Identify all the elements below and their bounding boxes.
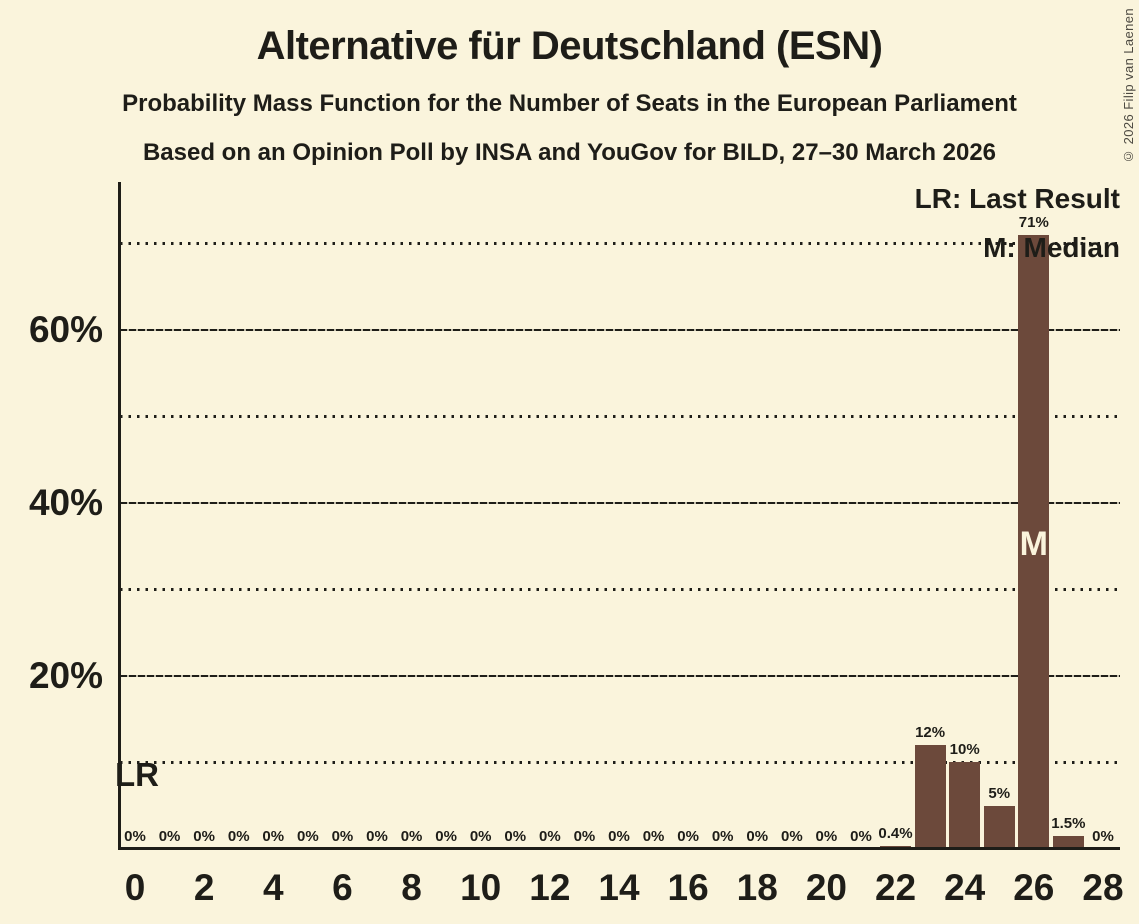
bar-label-seat-6: 0% [331,828,354,845]
gridline-dotted-30 [120,588,1120,591]
x-axis-label-10: 10 [460,867,502,908]
x-axis-label-26: 26 [1013,867,1055,908]
chart-title: Alternative für Deutschland (ESN) [256,24,883,68]
bar-label-seat-1: 0% [158,828,181,845]
copyright-notice: © 2026 Filip van Laenen [1121,8,1136,164]
last-result-marker: LR [115,756,159,793]
bar-label-seat-21: 0% [850,828,872,845]
x-axis-label-22: 22 [874,867,917,908]
bar-label-seat-18: 0% [746,828,769,845]
y-axis-label-40: 40% [28,481,103,523]
bar-label-seat-13: 0% [573,828,596,845]
x-axis-label-18: 18 [736,867,778,908]
bar-label-seat-4: 0% [262,828,285,845]
bar-label-seat-28: 0% [1092,828,1114,845]
gridline-dotted-10 [120,761,1120,764]
x-axis-label-28: 28 [1082,867,1124,908]
bar-label-seat-20: 0% [815,828,838,845]
y-axis-label-20: 20% [28,654,103,696]
bar-label-seat-0: 0% [124,828,146,845]
gridline-dotted-50 [120,415,1120,418]
gridline-solid-40 [120,501,1120,504]
x-axis-label-16: 16 [667,867,709,908]
bar-label-seat-8: 0% [400,828,423,845]
bar-seat-25 [983,805,1015,849]
bar-label-seat-12: 0% [538,828,561,845]
bar-label-seat-22: 0.4% [878,824,913,842]
bar-label-seat-3: 0% [227,828,250,845]
y-axis-line [118,182,121,849]
x-axis-label-4: 4 [262,867,284,908]
bar-label-seat-14: 0% [608,828,630,845]
bar-seat-26 [1018,234,1050,849]
bar-seat-23 [914,745,946,849]
bar-label-seat-7: 0% [366,828,388,845]
legend-median: M: Median [983,232,1120,263]
bar-label-seat-5: 0% [297,828,319,845]
bar-label-seat-10: 0% [469,828,492,845]
bar-label-seat-24: 10% [949,741,980,759]
bar-label-seat-23: 12% [915,724,946,742]
bar-label-seat-2: 0% [193,828,215,845]
x-axis-label-2: 2 [193,867,215,908]
chart-poll-info: Based on an Opinion Poll by INSA and You… [142,139,997,166]
chart-subtitle: Probability Mass Function for the Number… [122,90,1017,117]
gridline-dotted-70 [120,242,1120,245]
bar-label-seat-16: 0% [677,828,699,845]
x-axis-label-24: 24 [944,867,986,908]
x-axis-label-0: 0 [124,867,146,908]
gridline-solid-60 [120,328,1120,331]
x-axis-label-6: 6 [332,867,353,908]
x-axis-label-14: 14 [598,867,640,908]
x-axis-line [118,847,1120,850]
legend-last-result: LR: Last Result [914,183,1120,214]
bar-label-seat-9: 0% [435,828,457,845]
bar-seat-24 [949,762,981,849]
x-axis-label-20: 20 [805,867,847,908]
x-axis-label-12: 12 [529,867,571,908]
bar-label-seat-26: 71% [1018,213,1049,231]
bar-label-seat-27: 1.5% [1051,815,1086,833]
y-axis-label-60: 60% [28,308,103,350]
bar-label-seat-17: 0% [711,828,734,845]
bar-label-seat-19: 0% [780,828,803,845]
bar-label-seat-15: 0% [642,828,665,845]
bar-label-seat-11: 0% [504,828,527,845]
gridline-solid-20 [120,674,1120,677]
median-marker: M [1019,525,1048,563]
x-axis-label-8: 8 [401,867,422,908]
bar-seat-27 [1052,836,1084,849]
bar-label-seat-25: 5% [988,784,1011,802]
